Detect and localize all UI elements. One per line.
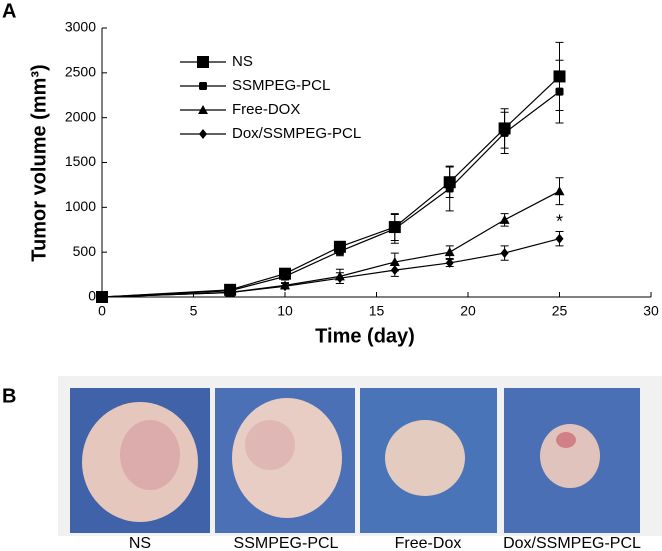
marker <box>445 257 454 268</box>
marker <box>98 292 106 302</box>
x-tick-label: 20 <box>460 303 476 319</box>
marker <box>335 247 344 256</box>
panel-label: A <box>2 0 16 22</box>
x-tick-label: 5 <box>190 303 198 319</box>
annotation: * <box>556 211 563 231</box>
x-tick-label: 25 <box>552 303 568 319</box>
marker <box>554 186 565 196</box>
legend-label: Free-DOX <box>232 101 300 118</box>
x-axis-title: Time (day) <box>315 325 415 347</box>
y-tick-label: 2000 <box>65 108 96 124</box>
photo <box>70 388 210 533</box>
marker <box>281 272 289 281</box>
marker <box>444 247 455 257</box>
photo-label: SSMPEG-PCL <box>234 535 339 551</box>
marker <box>390 224 399 233</box>
y-tick-label: 500 <box>73 243 97 259</box>
series-line <box>101 190 560 298</box>
y-tick-label: 2500 <box>65 64 96 80</box>
x-tick-label: 30 <box>643 303 659 319</box>
legend-marker <box>199 129 207 139</box>
legend-label: SSMPEG-PCL <box>232 77 330 94</box>
series-line <box>101 238 560 298</box>
series-line <box>101 75 560 298</box>
series-line <box>101 91 560 298</box>
photo-label: Dox/SSMPEG-PCL <box>503 535 641 551</box>
y-axis-title: Tumor volume (mm³) <box>28 64 50 261</box>
photo-label: NS <box>129 535 151 551</box>
marker <box>555 87 564 96</box>
marker <box>226 287 235 298</box>
marker <box>499 214 510 224</box>
x-tick-label: 10 <box>277 303 293 319</box>
marker <box>281 281 289 292</box>
photo-label: Free-Dox <box>395 535 462 551</box>
y-tick-label: 1000 <box>65 198 96 214</box>
y-tick-label: 3000 <box>65 19 96 35</box>
x-tick-label: 15 <box>369 303 385 319</box>
panel-label: B <box>2 385 16 407</box>
legend-marker <box>199 82 207 90</box>
legend-marker <box>198 105 208 114</box>
y-tick-label: 0 <box>88 288 96 304</box>
legend-label: NS <box>232 53 253 70</box>
legend-marker <box>197 56 209 68</box>
x-tick-label: 0 <box>98 303 106 319</box>
photo <box>215 388 355 533</box>
marker <box>555 233 564 244</box>
y-tick-label: 1500 <box>65 153 96 169</box>
marker <box>500 248 509 259</box>
marker <box>445 184 454 193</box>
marker <box>335 273 344 284</box>
photo <box>504 388 640 533</box>
photo <box>360 388 497 533</box>
marker <box>390 265 399 276</box>
marker <box>500 128 509 137</box>
legend-label: Dox/SSMPEG-PCL <box>232 125 361 142</box>
